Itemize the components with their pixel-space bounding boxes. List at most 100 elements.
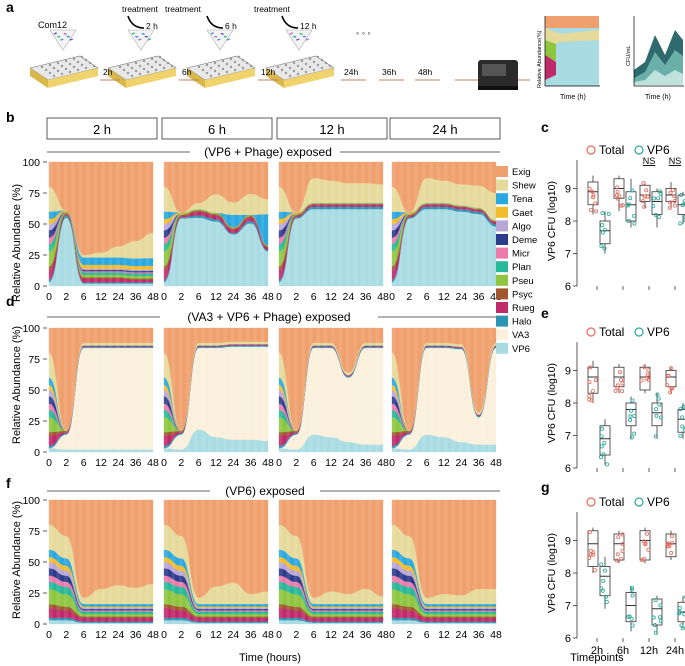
data-point <box>619 203 624 208</box>
box-ylabel: VP6 CFU (log10) <box>546 363 558 443</box>
stripe <box>316 500 320 624</box>
legend-swatch <box>496 179 508 191</box>
data-point <box>588 365 593 370</box>
data-point <box>644 188 649 193</box>
stripe <box>466 500 470 624</box>
x-tick-label: 12 <box>325 291 337 303</box>
data-point <box>618 370 623 375</box>
data-point <box>658 603 663 608</box>
x-tick-label: 36 <box>473 629 485 641</box>
stripe <box>345 328 350 452</box>
stripe <box>164 328 168 452</box>
area-axes: Relative Abundance (%) Relative Abundanc… <box>11 184 301 664</box>
stripe <box>164 500 168 624</box>
box-body <box>665 370 677 388</box>
funnel-icon <box>206 29 234 51</box>
legend-label: Gaet <box>512 208 533 219</box>
stripe <box>130 500 135 624</box>
data-point <box>652 623 657 628</box>
culture-plates <box>29 29 335 88</box>
curved-arrow-icon <box>206 15 224 29</box>
x-tick-label: 48 <box>377 291 389 303</box>
stripe <box>138 500 142 624</box>
box-charts: Total VP6 6 7 8 9 VP6 CFU (log10) NS NS Total VP6 6… <box>546 143 685 657</box>
data-point <box>640 558 645 563</box>
mini-cfu-xlabel: Time (h) <box>645 94 671 101</box>
data-point <box>656 196 661 201</box>
x-tick-label: 6 <box>311 457 317 469</box>
stripe <box>345 162 350 286</box>
data-point <box>657 214 662 219</box>
data-point <box>591 195 596 200</box>
data-point <box>642 204 647 209</box>
y-tick-label: 50 <box>28 557 40 569</box>
legend-marker-vp6 <box>634 145 644 155</box>
area-series-exig <box>391 499 497 598</box>
area-series-exig <box>48 499 154 598</box>
x-tick-label: 48 <box>377 457 389 469</box>
stripe <box>368 162 372 286</box>
data-point <box>680 424 685 429</box>
data-point <box>594 209 599 214</box>
stripe <box>178 500 183 624</box>
y-tick-label: 0 <box>34 447 40 459</box>
stripe <box>421 500 426 624</box>
data-point <box>618 556 623 561</box>
data-point <box>627 614 632 619</box>
legend-swatch <box>496 329 508 341</box>
x-tick-label: 0 <box>276 629 282 641</box>
x-tick-label: 2 <box>293 457 299 469</box>
timeline-label: 36h <box>382 67 396 77</box>
stripe <box>353 162 357 286</box>
stripe <box>71 500 75 624</box>
x-tick-label: 6 <box>424 291 430 303</box>
area-subplot-12h: 0 2 6 12 24 36 48 <box>276 161 389 303</box>
x-tick-label: 2 <box>63 291 69 303</box>
culture-plate <box>265 29 335 88</box>
community-label: Com12 <box>38 20 67 30</box>
data-point <box>645 372 650 377</box>
box-vp6-6h <box>625 396 637 440</box>
stripe <box>86 500 90 624</box>
time-header-box <box>161 117 273 140</box>
stripe <box>451 500 456 624</box>
x-tick-label: 48 <box>490 457 502 469</box>
area-series-exig <box>278 161 384 213</box>
stripe <box>186 162 190 286</box>
time-header-2h: 2 h <box>93 122 111 137</box>
stripe <box>101 500 105 624</box>
legend-total-label: Total <box>599 325 624 339</box>
area-subplot-6h: 0 2 6 12 24 36 48 <box>161 161 274 303</box>
data-point <box>656 396 661 401</box>
x-tick-label: 6 <box>424 629 430 641</box>
legend-item-psyc: Psyc <box>496 288 533 300</box>
stripe <box>392 162 396 286</box>
legend-label: Exig <box>512 167 530 178</box>
box-body <box>639 184 651 202</box>
data-point <box>651 615 656 620</box>
x-tick-label: 36 <box>245 629 257 641</box>
stripe <box>293 500 298 624</box>
data-point <box>683 218 685 223</box>
data-point <box>642 365 647 370</box>
stripe <box>279 328 283 452</box>
stripe <box>230 500 235 624</box>
area-subplot-2h: 0 2 6 12 24 36 48 <box>46 327 159 469</box>
box-total-2h <box>587 527 599 573</box>
data-point <box>593 378 598 383</box>
data-point <box>613 388 618 393</box>
stripe <box>488 162 493 286</box>
stripe <box>458 328 463 452</box>
y-tick-label: 9 <box>565 184 571 196</box>
legend-label: Micr <box>512 249 530 260</box>
stripe <box>130 328 135 452</box>
area-series-halo <box>48 346 154 449</box>
stripe <box>308 162 313 286</box>
x-tick-label: 36 <box>245 457 257 469</box>
x-tick-label: 12 <box>438 629 450 641</box>
legend-label: Deme <box>512 235 537 246</box>
box-body <box>625 592 637 623</box>
data-point <box>654 413 659 418</box>
legend-vp6-label: VP6 <box>647 143 670 157</box>
